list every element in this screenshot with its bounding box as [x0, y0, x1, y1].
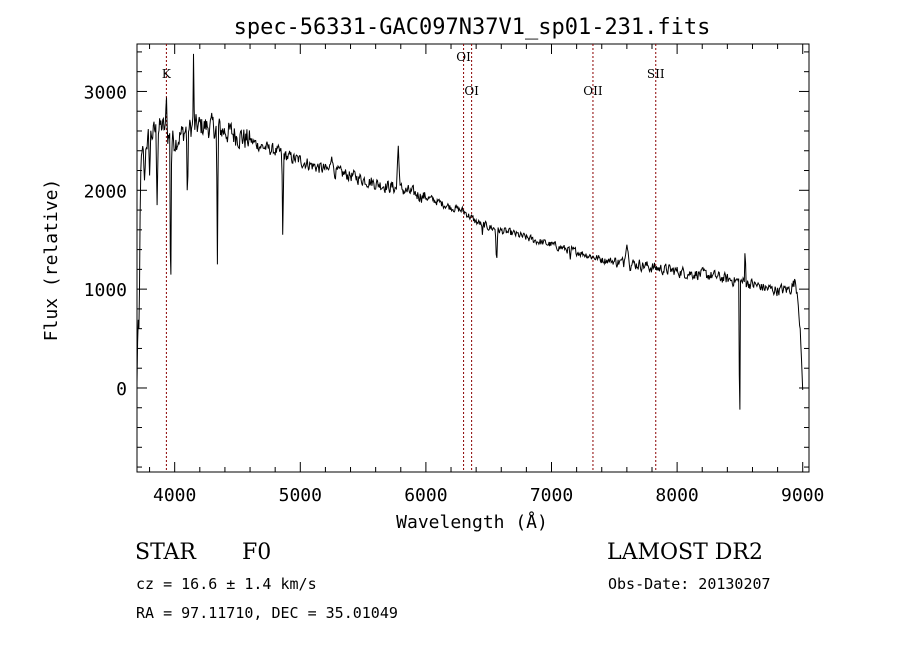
plot-frame [136, 43, 810, 473]
x-tick-label: 8000 [655, 485, 698, 506]
x-tick-label: 5000 [279, 485, 322, 506]
object-class: STAR [135, 540, 196, 565]
x-tick-label: 6000 [404, 485, 447, 506]
redshift-value: cz = 16.6 ± 1.4 km/s [136, 575, 317, 593]
chart-title: spec-56331-GAC097N37V1_sp01-231.fits [234, 15, 711, 40]
subclass: F0 [242, 540, 272, 565]
spectral-line-label: OI [464, 84, 479, 98]
spectral-line-label: OII [583, 84, 603, 98]
y-tick-label: 0 [116, 379, 127, 400]
x-tick-label: 9000 [781, 485, 824, 506]
observation-date: Obs-Date: 20130207 [608, 575, 771, 593]
y-tick-label: 1000 [84, 280, 127, 301]
x-axis-label: Wavelength (Å) [396, 511, 548, 533]
spectrum-line [136, 53, 804, 410]
coordinates: RA = 97.11710, DEC = 35.01049 [136, 604, 398, 622]
x-tick-label: 4000 [153, 485, 196, 506]
y-tick-label: 2000 [84, 181, 127, 202]
survey-name: LAMOST DR2 [607, 540, 763, 565]
x-tick-label: 7000 [530, 485, 573, 506]
y-axis-label: Flux (relative) [41, 179, 62, 342]
spectral-line-label: OI [456, 50, 471, 64]
y-tick-label: 3000 [84, 82, 127, 103]
spectral-line-label: SII [647, 67, 665, 81]
spectral-line-label: K [162, 67, 172, 81]
